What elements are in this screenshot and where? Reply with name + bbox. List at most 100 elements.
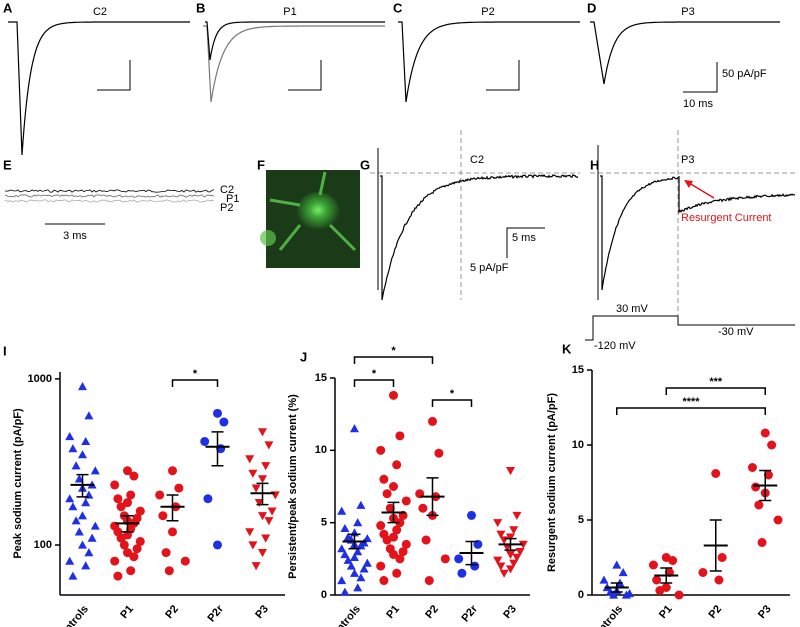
data-point xyxy=(81,498,91,507)
y-axis-label: Resurgent sodium current (pA/pF) xyxy=(546,393,558,572)
data-point xyxy=(337,506,347,515)
data-point xyxy=(648,560,658,570)
data-point xyxy=(350,424,359,433)
x-tick-label: Controls xyxy=(587,603,625,627)
data-point xyxy=(356,573,366,582)
data-point xyxy=(78,450,87,459)
trace-label: C2 xyxy=(470,154,484,166)
panel-letter: H xyxy=(590,157,599,172)
data-point xyxy=(362,558,372,567)
data-point xyxy=(74,474,84,483)
significance-bracket xyxy=(353,379,395,387)
data-point xyxy=(434,448,444,458)
data-point xyxy=(350,552,359,561)
data-point xyxy=(392,568,402,578)
data-point xyxy=(773,515,783,525)
x-tick-label: P2 xyxy=(706,603,724,621)
trace-label: P2 xyxy=(220,202,233,214)
x-tick-label: Controls xyxy=(53,603,91,627)
data-point xyxy=(398,547,408,557)
data-point xyxy=(84,548,94,557)
error-bar xyxy=(709,519,722,572)
data-point xyxy=(356,541,366,550)
trace-label: C2 xyxy=(93,6,107,18)
x-tick-label: P1 xyxy=(118,603,136,621)
trace-label: P1 xyxy=(283,6,296,18)
data-point xyxy=(174,483,184,493)
reference-lines xyxy=(370,130,795,318)
data-point xyxy=(340,523,350,533)
trace xyxy=(380,173,579,301)
data-point xyxy=(126,566,136,576)
trace xyxy=(600,175,679,291)
data-point xyxy=(251,562,261,571)
data-point xyxy=(385,503,395,513)
data-point xyxy=(509,559,519,568)
data-point xyxy=(168,466,177,476)
data-point xyxy=(751,482,761,492)
y-axis-label: Peak sodium current (pA/pF) xyxy=(12,408,24,559)
data-point xyxy=(258,512,267,521)
data-point xyxy=(267,507,277,516)
significance-label: * xyxy=(391,345,396,357)
data-point xyxy=(110,480,120,490)
annotation: Resurgent Current xyxy=(681,212,772,224)
data-point xyxy=(81,561,91,570)
data-point xyxy=(379,576,389,586)
data-point xyxy=(655,586,665,595)
significance-label: *** xyxy=(709,376,723,388)
significance-label: * xyxy=(450,388,455,400)
data-point xyxy=(389,549,398,559)
data-point xyxy=(90,521,100,530)
data-point xyxy=(343,555,353,564)
data-point xyxy=(440,554,450,564)
y-tick-label: 100 xyxy=(34,539,52,551)
data-point xyxy=(418,503,428,513)
scale-label: 5 pA/pF xyxy=(470,262,509,274)
data-point xyxy=(760,428,770,438)
data-point xyxy=(621,590,631,599)
significance-label: * xyxy=(193,368,198,380)
panel-letter: C xyxy=(393,0,403,15)
data-point xyxy=(350,568,359,577)
data-point xyxy=(213,408,222,418)
data-point xyxy=(353,518,363,527)
data-point xyxy=(767,440,777,450)
data-point xyxy=(502,543,512,552)
data-point xyxy=(65,494,75,503)
data-point xyxy=(698,568,708,577)
trace xyxy=(4,194,215,198)
data-point xyxy=(395,554,405,564)
data-point xyxy=(158,511,168,521)
data-point xyxy=(424,576,434,586)
scale-label: 5 ms xyxy=(512,232,536,244)
data-point xyxy=(219,417,229,427)
data-point xyxy=(65,556,75,565)
data-point xyxy=(346,561,356,570)
data-point xyxy=(245,455,255,464)
x-tick-label: P3 xyxy=(253,603,271,621)
data-point xyxy=(711,469,721,478)
data-point xyxy=(258,428,267,437)
data-point xyxy=(164,566,174,576)
traces xyxy=(4,21,796,301)
data-point xyxy=(509,526,519,535)
data-point xyxy=(395,431,405,441)
error-bar xyxy=(76,473,89,498)
arrow xyxy=(688,182,715,199)
data-point xyxy=(717,553,727,562)
trace xyxy=(4,199,215,203)
voltage-protocol xyxy=(585,315,795,341)
x-tick-label: P1 xyxy=(384,603,402,621)
data-point xyxy=(353,547,363,556)
data-point xyxy=(168,527,177,537)
protocol-label: 30 mV xyxy=(616,303,648,315)
y-tick-label: 5 xyxy=(578,514,584,526)
data-point xyxy=(674,590,684,600)
data-point xyxy=(618,568,628,577)
data-point xyxy=(340,587,350,596)
panel-letter: E xyxy=(3,157,12,172)
data-point xyxy=(116,502,126,512)
data-point xyxy=(379,474,389,484)
error-bar xyxy=(610,582,623,593)
